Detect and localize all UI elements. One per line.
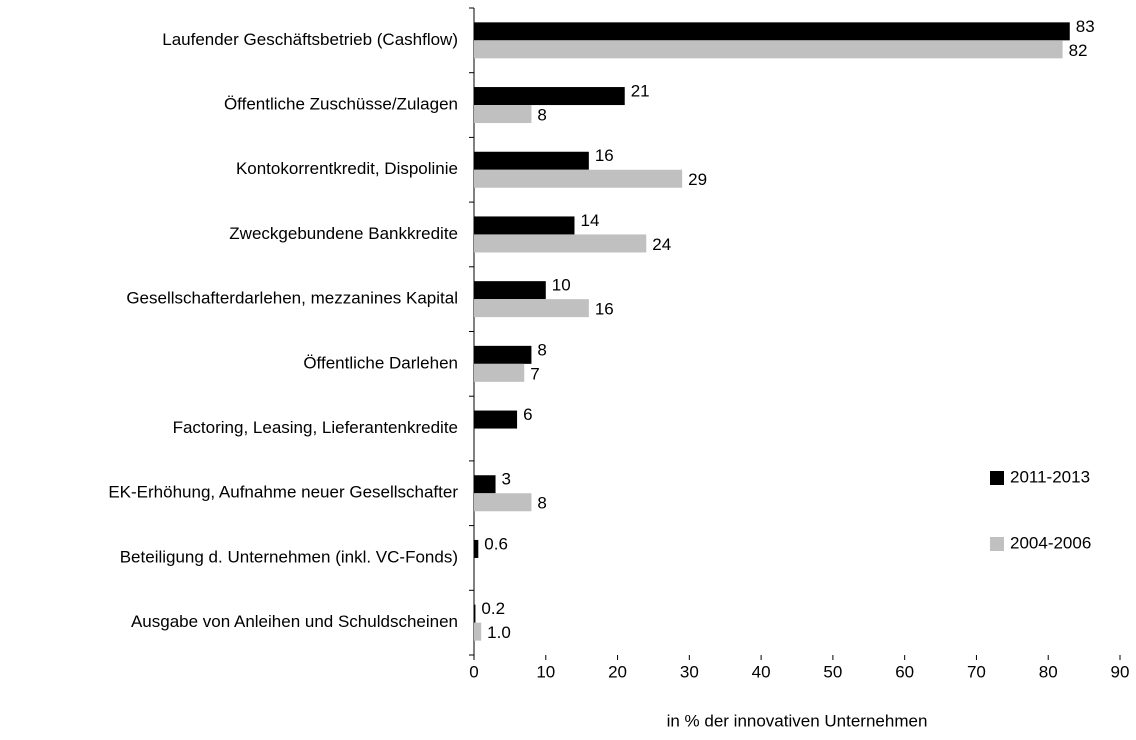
x-tick-label: 30 — [680, 662, 699, 681]
data-label: 83 — [1076, 17, 1095, 36]
category-label: Öffentliche Zuschüsse/Zulagen — [224, 95, 458, 114]
x-tick-label: 90 — [1111, 662, 1130, 681]
data-label: 82 — [1069, 41, 1088, 60]
legend-label: 2004-2006 — [1010, 533, 1091, 552]
bar — [474, 493, 532, 512]
x-tick-label: 80 — [1039, 662, 1058, 681]
bar — [474, 345, 532, 364]
category-label: EK-Erhöhung, Aufnahme neuer Gesellschaft… — [108, 483, 458, 502]
bar — [474, 299, 589, 318]
bar — [474, 234, 647, 253]
bar — [474, 475, 496, 494]
bar — [474, 216, 575, 235]
data-label: 8 — [537, 106, 546, 125]
bar — [474, 604, 476, 623]
data-label: 0.6 — [484, 534, 508, 553]
category-label: Factoring, Leasing, Lieferantenkredite — [173, 418, 458, 437]
legend-swatch — [990, 537, 1004, 551]
x-tick-label: 70 — [967, 662, 986, 681]
category-label: Ausgabe von Anleihen und Schuldscheinen — [131, 612, 458, 631]
bar — [474, 22, 1070, 41]
data-label: 8 — [537, 494, 546, 513]
x-tick-label: 60 — [895, 662, 914, 681]
bar — [474, 169, 683, 188]
data-label: 24 — [652, 235, 671, 254]
bar — [474, 151, 589, 170]
data-label: 0.2 — [481, 599, 505, 618]
category-label: Laufender Geschäftsbetrieb (Cashflow) — [162, 30, 458, 49]
bar — [474, 622, 482, 641]
legend-label: 2011-2013 — [1010, 467, 1090, 486]
bar — [474, 87, 625, 106]
data-label: 16 — [595, 146, 614, 165]
bar — [474, 363, 525, 382]
data-label: 6 — [523, 405, 532, 424]
data-label: 8 — [537, 340, 546, 359]
data-label: 7 — [530, 364, 539, 383]
x-tick-label: 20 — [608, 662, 627, 681]
category-label: Beteiligung d. Unternehmen (inkl. VC-Fon… — [120, 547, 458, 566]
data-label: 14 — [580, 211, 599, 230]
bar — [474, 281, 546, 300]
data-label: 29 — [688, 170, 707, 189]
data-label: 1.0 — [487, 623, 511, 642]
x-tick-label: 10 — [536, 662, 555, 681]
data-label: 16 — [595, 300, 614, 319]
category-label: Zweckgebundene Bankkredite — [229, 224, 458, 243]
data-label: 21 — [631, 82, 650, 101]
x-axis-title: in % der innovativen Unternehmen — [667, 711, 928, 730]
category-label: Kontokorrentkredit, Dispolinie — [236, 159, 458, 178]
legend-swatch — [990, 471, 1004, 485]
data-label: 10 — [552, 276, 571, 295]
bar — [474, 539, 479, 558]
x-tick-label: 50 — [823, 662, 842, 681]
category-label: Öffentliche Darlehen — [303, 353, 458, 372]
bar — [474, 40, 1063, 59]
category-label: Gesellschafterdarlehen, mezzanines Kapit… — [126, 289, 458, 308]
x-tick-label: 40 — [752, 662, 771, 681]
bar — [474, 105, 532, 124]
bar — [474, 410, 518, 429]
x-tick-label: 0 — [469, 662, 478, 681]
data-label: 3 — [502, 470, 511, 489]
